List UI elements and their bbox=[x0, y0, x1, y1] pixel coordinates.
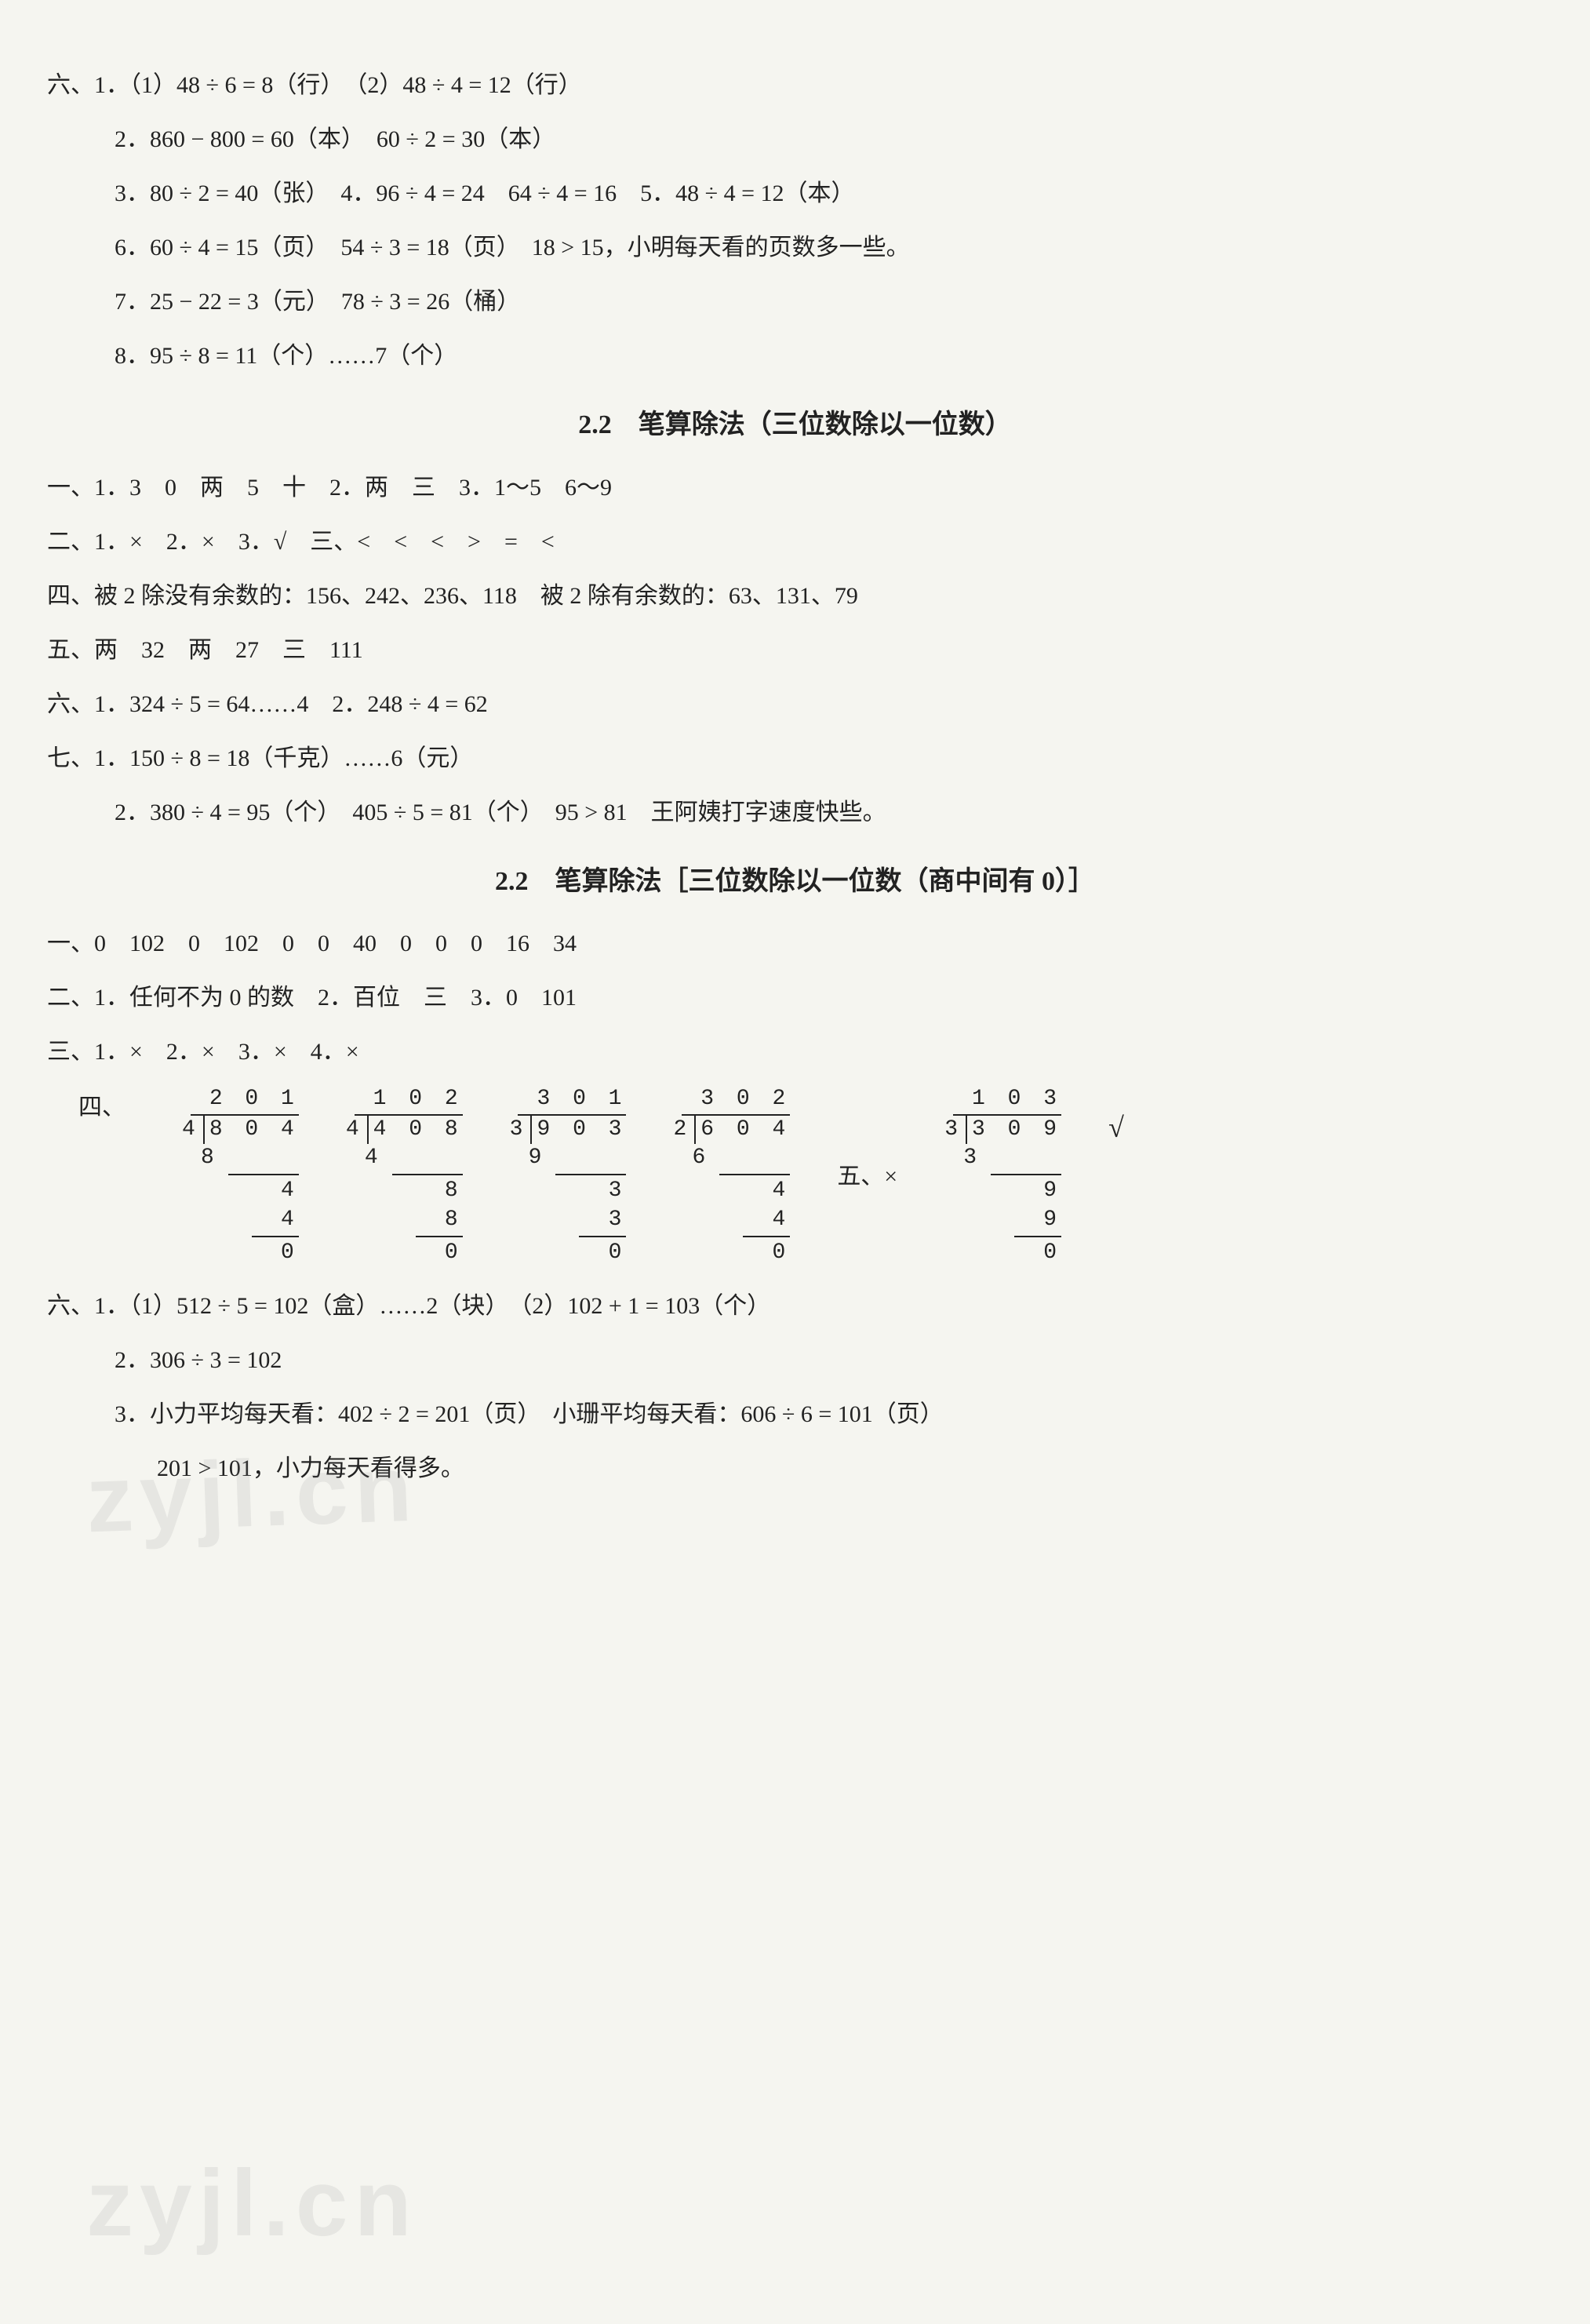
step: 9 bbox=[944, 1206, 1061, 1234]
answer-line: 六、1．（1）48 ÷ 6 = 8（行） （2）48 ÷ 4 = 12（行） bbox=[47, 63, 1543, 107]
answer-line: 3．80 ÷ 2 = 40（张） 4．96 ÷ 4 = 24 64 ÷ 4 = … bbox=[47, 171, 1543, 216]
step: 9 bbox=[510, 1144, 627, 1172]
quotient: 3 0 1 bbox=[518, 1085, 626, 1115]
step: 8 bbox=[346, 1206, 463, 1234]
section-4: 六、1．（1）512 ÷ 5 = 102（盒）……2（块） （2）102 + 1… bbox=[47, 1284, 1543, 1491]
quotient: 3 0 2 bbox=[682, 1085, 790, 1115]
remainder: 0 bbox=[673, 1239, 790, 1267]
step: 4 bbox=[182, 1206, 299, 1234]
label-four: 四、 bbox=[78, 1085, 126, 1130]
remainder: 3 bbox=[510, 1177, 627, 1205]
section-3: 一、0 102 0 102 0 0 40 0 0 0 16 34 二、1．任何不… bbox=[47, 921, 1543, 1074]
answer-line: 五、两 32 两 27 三 111 bbox=[47, 628, 1543, 672]
long-division-row: 四、 2 0 1 4 8 0 4 8 4 4 0 1 0 2 4 4 0 8 4… bbox=[47, 1085, 1543, 1267]
answer-line: 201 > 101，小力每天看得多。 bbox=[47, 1446, 1543, 1491]
step: 3 bbox=[944, 1144, 1061, 1172]
check-icon: √ bbox=[1108, 1085, 1124, 1154]
dividend: 3 0 9 bbox=[966, 1116, 1061, 1144]
answer-line: 二、1．× 2．× 3．√ 三、< < < > = < bbox=[47, 519, 1543, 564]
long-division-1: 2 0 1 4 8 0 4 8 4 4 0 bbox=[182, 1085, 299, 1267]
long-division-2: 1 0 2 4 4 0 8 4 8 8 0 bbox=[346, 1085, 463, 1267]
dividend: 8 0 4 bbox=[203, 1116, 299, 1144]
long-division-3: 3 0 1 3 9 0 3 9 3 3 0 bbox=[510, 1085, 627, 1267]
section-1: 六、1．（1）48 ÷ 6 = 8（行） （2）48 ÷ 4 = 12（行） 2… bbox=[47, 63, 1543, 378]
answer-line: 七、1．150 ÷ 8 = 18（千克）……6（元） bbox=[47, 736, 1543, 781]
section-title-2: 2.2 笔算除法［三位数除以一位数（商中间有 0）］ bbox=[47, 857, 1543, 908]
answer-line: 一、1．3 0 两 5 十 2．两 三 3．1～5 6～9 bbox=[47, 465, 1543, 510]
long-division-4: 3 0 2 2 6 0 4 6 4 4 0 bbox=[673, 1085, 790, 1267]
answer-line: 一、0 102 0 102 0 0 40 0 0 0 16 34 bbox=[47, 921, 1543, 966]
answer-line: 3．小力平均每天看：402 ÷ 2 = 201（页） 小珊平均每天看：606 ÷… bbox=[47, 1392, 1543, 1437]
watermark-2: zyjl.cn bbox=[86, 2114, 418, 2293]
answer-line: 2．380 ÷ 4 = 95（个） 405 ÷ 5 = 81（个） 95 > 8… bbox=[47, 790, 1543, 835]
quotient: 1 0 3 bbox=[953, 1085, 1061, 1115]
answer-line: 六、1．324 ÷ 5 = 64……4 2．248 ÷ 4 = 62 bbox=[47, 682, 1543, 727]
quotient: 2 0 1 bbox=[191, 1085, 299, 1115]
answer-line: 8．95 ÷ 8 = 11（个）……7（个） bbox=[47, 333, 1543, 378]
remainder: 4 bbox=[182, 1177, 299, 1205]
remainder: 0 bbox=[944, 1239, 1061, 1267]
answer-line: 2．860 − 800 = 60（本） 60 ÷ 2 = 30（本） bbox=[47, 117, 1543, 162]
long-division-5: 1 0 3 3 3 0 9 3 9 9 0 bbox=[944, 1085, 1061, 1267]
dividend: 6 0 4 bbox=[694, 1116, 790, 1144]
remainder: 0 bbox=[182, 1239, 299, 1267]
label-five: 五、× bbox=[837, 1154, 897, 1199]
divisor: 3 bbox=[510, 1116, 531, 1144]
divisor: 3 bbox=[944, 1116, 966, 1144]
divisor: 2 bbox=[673, 1116, 694, 1144]
step: 4 bbox=[673, 1206, 790, 1234]
dividend: 4 0 8 bbox=[367, 1116, 463, 1144]
remainder: 0 bbox=[510, 1239, 627, 1267]
answer-line: 六、1．（1）512 ÷ 5 = 102（盒）……2（块） （2）102 + 1… bbox=[47, 1284, 1543, 1328]
section-title-1: 2.2 笔算除法（三位数除以一位数） bbox=[47, 400, 1543, 451]
quotient: 1 0 2 bbox=[355, 1085, 463, 1115]
remainder: 4 bbox=[673, 1177, 790, 1205]
divisor: 4 bbox=[346, 1116, 367, 1144]
step: 6 bbox=[673, 1144, 790, 1172]
step: 3 bbox=[510, 1206, 627, 1234]
remainder: 8 bbox=[346, 1177, 463, 1205]
answer-line: 7．25 − 22 = 3（元） 78 ÷ 3 = 26（桶） bbox=[47, 279, 1543, 324]
answer-line: 2．306 ÷ 3 = 102 bbox=[47, 1338, 1543, 1382]
answer-line: 6．60 ÷ 4 = 15（页） 54 ÷ 3 = 18（页） 18 > 15，… bbox=[47, 225, 1543, 270]
remainder: 0 bbox=[346, 1239, 463, 1267]
answer-line: 二、1．任何不为 0 的数 2．百位 三 3．0 101 bbox=[47, 975, 1543, 1020]
dividend: 9 0 3 bbox=[530, 1116, 626, 1144]
answer-line: 三、1．× 2．× 3．× 4．× bbox=[47, 1029, 1543, 1074]
remainder: 9 bbox=[944, 1177, 1061, 1205]
section-2: 一、1．3 0 两 5 十 2．两 三 3．1～5 6～9 二、1．× 2．× … bbox=[47, 465, 1543, 835]
answer-line: 四、被 2 除没有余数的：156、242、236、118 被 2 除有余数的：6… bbox=[47, 574, 1543, 618]
step: 8 bbox=[182, 1144, 299, 1172]
divisor: 4 bbox=[182, 1116, 203, 1144]
step: 4 bbox=[346, 1144, 463, 1172]
